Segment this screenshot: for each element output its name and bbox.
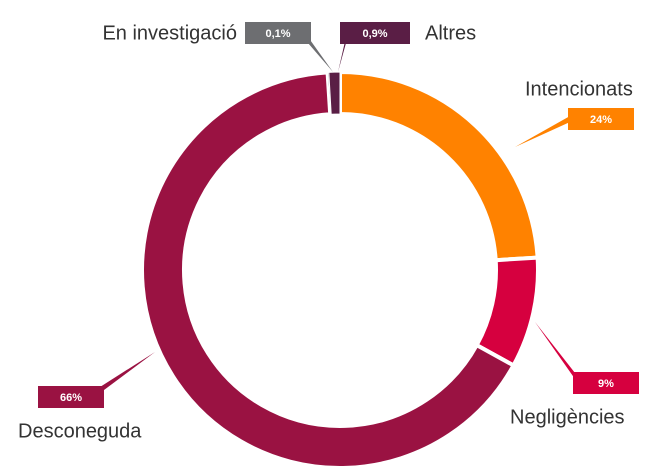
category-label: Negligències xyxy=(510,406,625,428)
value-label: 0,9% xyxy=(362,28,387,40)
value-label: 24% xyxy=(590,114,612,126)
leader-line xyxy=(338,37,346,72)
value-label: 66% xyxy=(60,392,82,404)
leader-line xyxy=(308,37,333,72)
leader-line xyxy=(100,352,155,393)
category-label: Intencionats xyxy=(525,78,633,100)
category-label: Desconeguda xyxy=(18,420,142,442)
value-label-box xyxy=(568,108,634,130)
value-label: 9% xyxy=(598,378,614,390)
category-label: En investigació xyxy=(102,22,237,44)
leader-line xyxy=(515,116,570,147)
value-label-box xyxy=(245,22,311,44)
value-label-box xyxy=(340,22,410,44)
value-label-box xyxy=(38,386,104,408)
donut-segment xyxy=(328,71,341,115)
donut-segment xyxy=(338,69,540,263)
category-label: Altres xyxy=(425,22,476,44)
leader-line xyxy=(535,322,575,379)
donut-segment xyxy=(140,70,517,467)
value-label: 0,1% xyxy=(265,28,290,40)
value-label-box xyxy=(573,372,639,394)
